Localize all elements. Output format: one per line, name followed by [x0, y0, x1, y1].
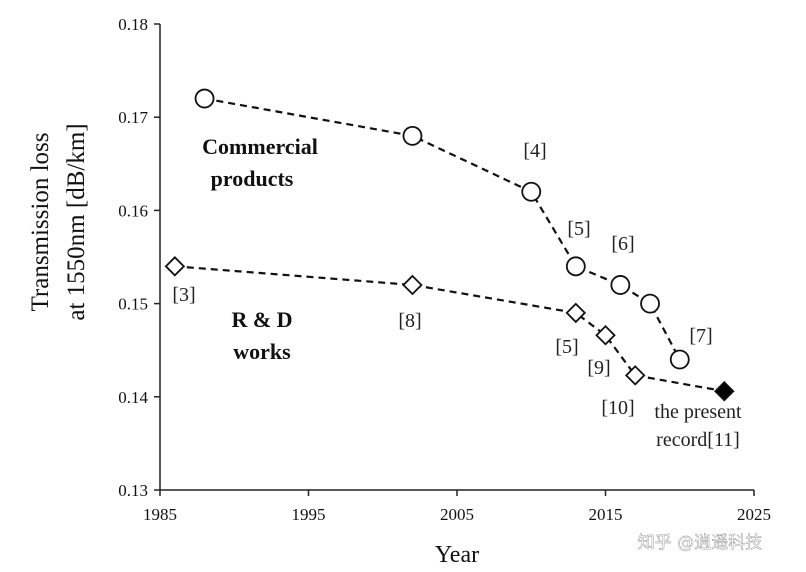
series-layer: [164, 88, 735, 402]
y-tick-label: 0.13: [118, 481, 148, 500]
ref-label-8: [8]: [398, 310, 421, 332]
data-point-rnd: [624, 365, 646, 386]
data-point-rnd: [164, 256, 186, 277]
data-point-commercial: [669, 349, 690, 370]
x-axis-ticks: 1985 1995 2005 2015 2025: [143, 490, 771, 524]
group-label-commercial-line2: products: [211, 166, 294, 191]
x-tick-label: 2025: [737, 505, 771, 524]
data-point-commercial: [610, 275, 631, 295]
data-point-rnd: [402, 274, 423, 296]
y-axis-ticks: 0.13 0.14 0.15 0.16 0.17 0.18: [118, 15, 160, 500]
y-tick-label: 0.14: [118, 388, 148, 407]
ref-label-7: [7]: [689, 325, 712, 347]
data-point-rnd: [595, 325, 616, 346]
data-point-commercial: [521, 181, 542, 202]
data-point-present-record: [714, 380, 735, 402]
ref-label-6: [6]: [611, 233, 634, 255]
y-tick-label: 0.17: [118, 108, 148, 127]
data-point-commercial: [194, 88, 215, 109]
reference-annotations: [4] [5] [6] [7] [3] [8] [5] [9] [10] the…: [172, 140, 742, 451]
y-tick-label: 0.18: [118, 15, 148, 34]
ref-label-9: [9]: [587, 357, 610, 379]
ref-label-5-rnd: [5]: [555, 336, 578, 358]
group-label-commercial-line1: Commercial: [202, 134, 318, 159]
x-tick-label: 2005: [440, 505, 474, 524]
x-axis-title: Year: [435, 542, 479, 568]
data-point-commercial: [640, 293, 660, 314]
watermark: 知乎 @逍遥科技: [638, 533, 762, 553]
y-tick-label: 0.15: [118, 295, 148, 314]
y-tick-label: 0.16: [118, 201, 148, 220]
ref-label-5-commercial: [5]: [567, 218, 590, 240]
data-point-commercial: [565, 256, 586, 277]
present-record-label-line1: the present: [654, 401, 742, 423]
ref-label-4: [4]: [523, 140, 546, 162]
group-label-rnd-line2: works: [233, 339, 291, 364]
group-label-rnd-line1: R & D: [231, 307, 292, 332]
x-tick-label: 1995: [292, 505, 326, 524]
ref-label-3: [3]: [172, 284, 195, 306]
ref-label-10: [10]: [601, 397, 634, 419]
series-line-rnd: [174, 265, 725, 393]
x-tick-label: 2015: [589, 505, 623, 524]
x-tick-label: 1985: [143, 505, 177, 524]
present-record-label-line2: record[11]: [656, 429, 740, 451]
data-point-rnd: [565, 302, 587, 324]
y-axis-title-line2: at 1550nm [dB/km]: [63, 123, 90, 320]
data-point-commercial: [402, 125, 423, 146]
y-axis-title-line1: Transmission loss: [27, 133, 54, 312]
